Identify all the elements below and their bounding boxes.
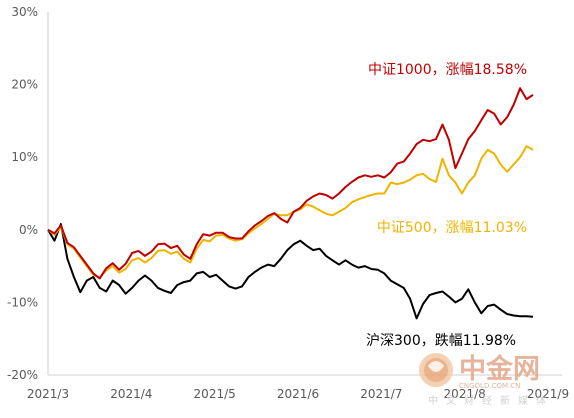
series-label-csi300: 沪深300，跌幅11.98% xyxy=(366,333,516,349)
x-tick-label: 2021/9 xyxy=(527,387,569,401)
y-axis-ticks: 30% 20% 10% 0% -10% -20% xyxy=(7,5,38,382)
series-label-csi500: 中证500，涨幅11.03% xyxy=(377,220,527,236)
x-axis-ticks: 2021/3 2021/4 2021/5 2021/6 2021/7 2021/8 2021… xyxy=(27,387,569,401)
x-tick-label: 2021/6 xyxy=(277,387,319,401)
watermark: 中金网 CNGOLD.COM.CN 中文财经新媒体 xyxy=(419,353,554,407)
y-tick-label: -10% xyxy=(7,295,38,309)
series-line-csi300 xyxy=(47,223,534,320)
x-tick-label: 2021/4 xyxy=(110,387,152,401)
x-tick-label: 2021/7 xyxy=(360,387,402,401)
series-label-csi1000: 中证1000，涨幅18.58% xyxy=(368,62,527,78)
watermark-logo-text: 中金网 xyxy=(459,353,540,385)
y-tick-label: 0% xyxy=(19,223,38,237)
x-tick-label: 2021/8 xyxy=(444,387,486,401)
series-line-csi1000 xyxy=(47,87,534,280)
x-tick-label: 2021/5 xyxy=(194,387,236,401)
x-tick-label: 2021/3 xyxy=(27,387,69,401)
y-tick-label: 10% xyxy=(11,150,38,164)
y-tick-label: 30% xyxy=(11,5,38,19)
watermark-domain: CNGOLD.COM.CN xyxy=(459,382,520,390)
watermark-tagline: 中文财经新媒体 xyxy=(428,394,554,407)
y-tick-label: -20% xyxy=(7,368,38,382)
watermark-logo-icon xyxy=(419,353,453,387)
series-line-csi500 xyxy=(47,145,534,279)
plot-frame xyxy=(47,12,562,376)
y-tick-label: 20% xyxy=(11,78,38,92)
series-lines xyxy=(47,87,534,320)
